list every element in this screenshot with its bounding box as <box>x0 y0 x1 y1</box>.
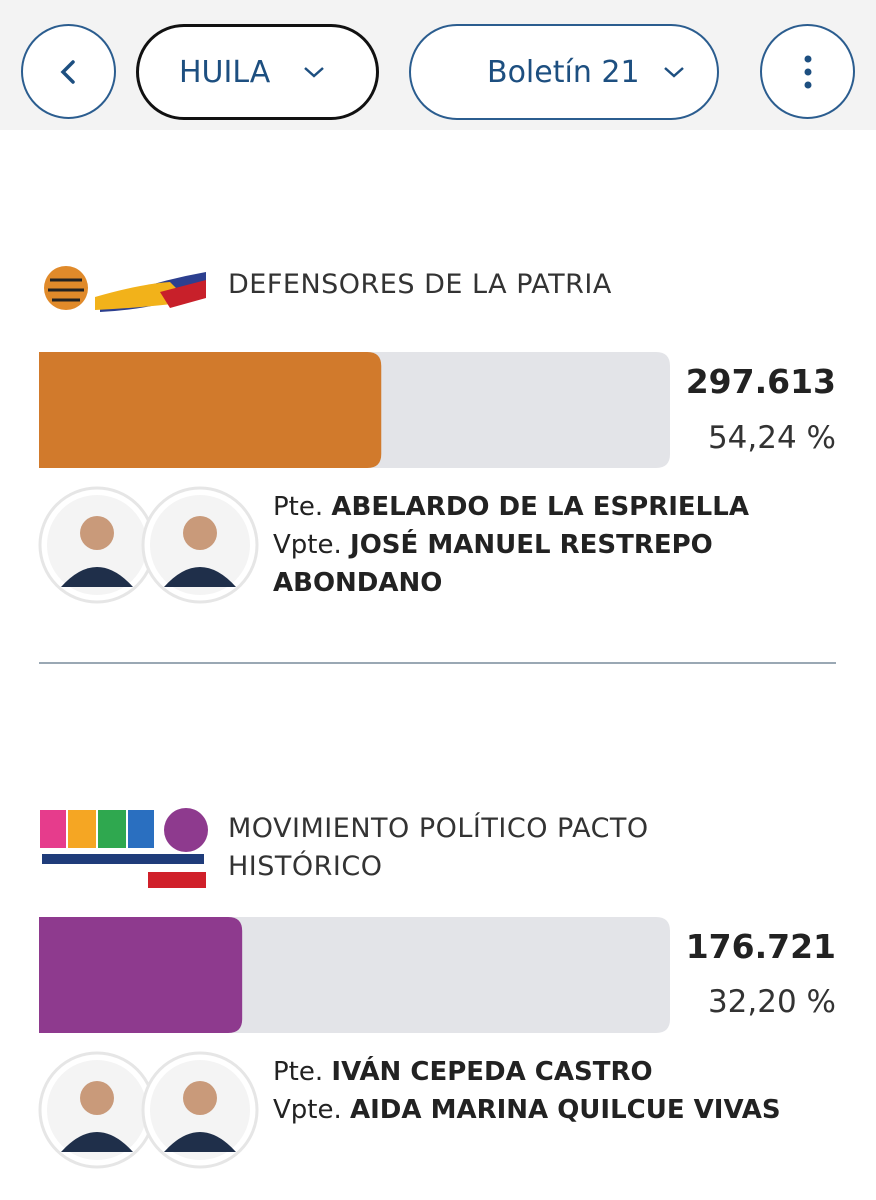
header: HUILA Boletín 21 <box>0 0 876 130</box>
vote-count: 297.613 <box>685 362 836 401</box>
bulletin-label: Boletín 21 <box>487 54 640 90</box>
more-button[interactable] <box>760 24 855 119</box>
back-button[interactable] <box>21 24 116 119</box>
avatar-head <box>80 1081 114 1115</box>
bar <box>39 917 243 1033</box>
party-name: MOVIMIENTO POLÍTICO PACTO HISTÓRICO <box>228 813 649 882</box>
avatar-body <box>61 1132 133 1152</box>
party-logo <box>40 808 208 888</box>
party-name: DEFENSORES DE LA PATRIA <box>228 269 612 300</box>
vp-prefix: Vpte. <box>273 530 342 560</box>
vote-percent: 32,20 % <box>707 984 836 1020</box>
more-icon <box>804 55 811 88</box>
chevron <box>663 67 684 78</box>
vp-name: JOSÉ MANUEL RESTREPO ABONDANO <box>273 530 713 598</box>
president-line: Pte. IVÁN CEPEDA CASTRO <box>273 1053 843 1091</box>
bar <box>39 352 382 468</box>
avatar-body <box>164 567 236 587</box>
vp-line: Vpte. JOSÉ MANUEL RESTREPO ABONDANO <box>273 526 843 602</box>
region-label: HUILA <box>179 54 271 90</box>
president-prefix: Pte. <box>273 492 324 522</box>
back-icon <box>60 59 75 84</box>
candidate-names: Pte. IVÁN CEPEDA CASTRO Vpte. AIDA MARINA… <box>273 1053 843 1129</box>
avatar-head <box>183 1081 217 1115</box>
president-prefix: Pte. <box>273 1057 324 1087</box>
vote-percent: 54,24 % <box>707 420 836 456</box>
president-line: Pte. ABELARDO DE LA ESPRIELLA <box>273 488 843 526</box>
avatar-body <box>164 1132 236 1152</box>
avatar-head <box>183 516 217 550</box>
vote-count: 176.721 <box>685 927 836 966</box>
vp-prefix: Vpte. <box>273 1095 342 1125</box>
bulletin-select[interactable]: Boletín 21 <box>409 24 719 120</box>
president-name: ABELARDO DE LA ESPRIELLA <box>331 492 749 522</box>
vp-name: AIDA MARINA QUILCUE VIVAS <box>350 1095 781 1125</box>
avatar-body <box>61 567 133 587</box>
avatar-head <box>80 516 114 550</box>
region-select[interactable]: HUILA <box>136 24 379 120</box>
party-logo <box>44 266 206 312</box>
president-name: IVÁN CEPEDA CASTRO <box>331 1057 653 1087</box>
vp-line: Vpte. AIDA MARINA QUILCUE VIVAS <box>273 1091 843 1129</box>
candidate-names: Pte. ABELARDO DE LA ESPRIELLA Vpte. JOSÉ … <box>273 488 843 602</box>
chevron <box>304 67 325 78</box>
